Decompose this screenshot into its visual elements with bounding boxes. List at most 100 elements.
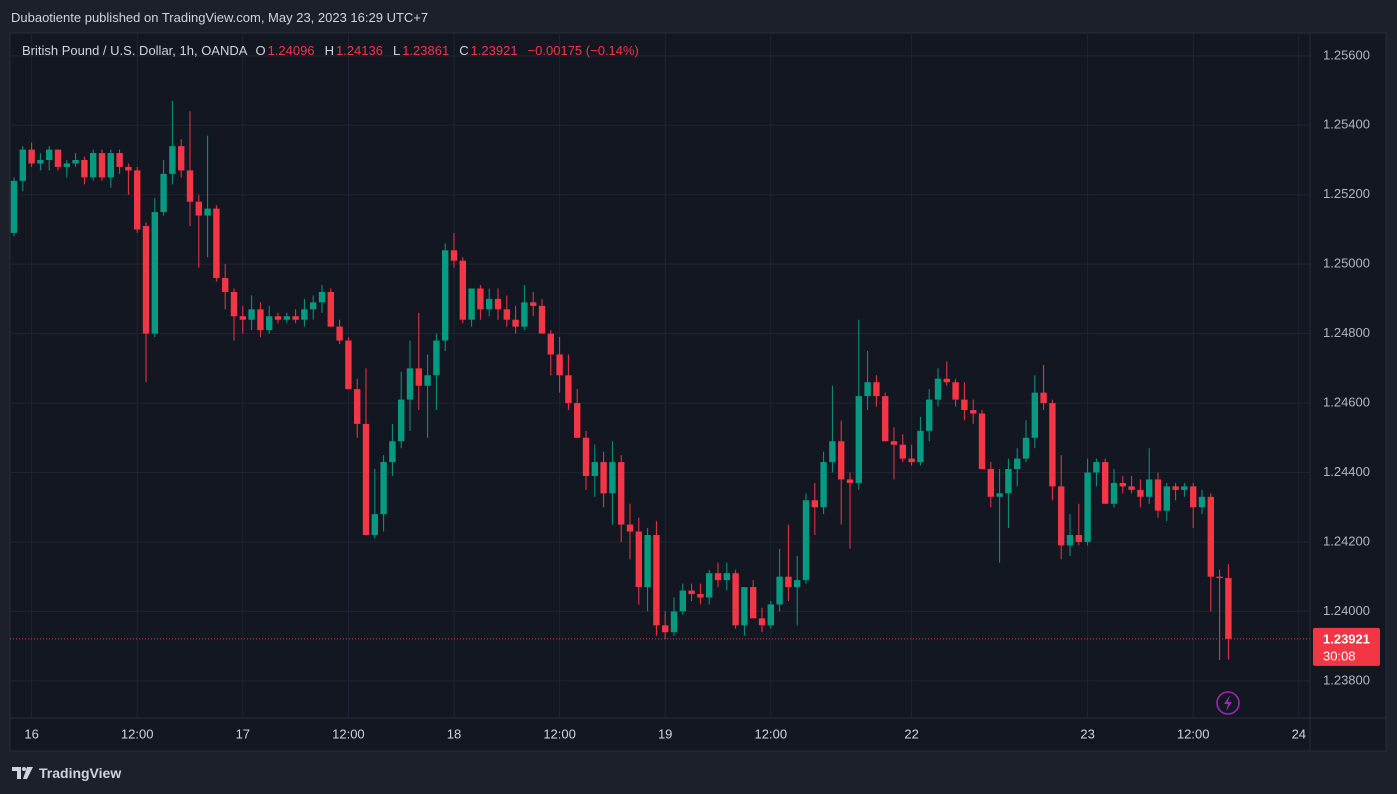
candle-body [195, 201, 202, 216]
candle-body [468, 288, 475, 320]
candle-body [714, 573, 722, 581]
candle-body [961, 399, 968, 411]
candle-body [662, 625, 669, 633]
candle-body [591, 462, 598, 476]
ohlc-value: 1.23921 [470, 43, 518, 58]
candle-body [213, 208, 220, 279]
y-tick-label: 1.24400 [1323, 464, 1370, 479]
candle-body [750, 587, 757, 619]
candle-body [1181, 486, 1188, 490]
candle-body [1066, 535, 1074, 546]
x-tick-label: 17 [236, 726, 250, 741]
candle-body [1058, 486, 1065, 546]
candle-body [609, 462, 616, 494]
candle-body [829, 441, 836, 463]
last-price-label: 1.23921 [1323, 631, 1370, 646]
candle-body [222, 278, 229, 292]
candle-body [723, 573, 730, 581]
candle-body [688, 590, 695, 595]
candle-body [371, 514, 378, 536]
candle-body [582, 437, 590, 476]
candle-body [512, 319, 519, 327]
candle-body [362, 423, 370, 536]
candle-body [926, 399, 933, 431]
ohlc-value: 1.24096 [267, 43, 315, 58]
candle-body [802, 500, 810, 581]
candle-body [380, 462, 387, 515]
candle-body [820, 462, 827, 508]
candle-body [116, 153, 123, 167]
candle-body [899, 444, 906, 459]
candle-body [741, 587, 748, 626]
candle-body [494, 298, 502, 310]
candle-body [934, 378, 942, 400]
candle-body [1225, 578, 1232, 639]
candle-body [1216, 576, 1223, 579]
candle-body [1031, 392, 1038, 438]
x-tick-label: 16 [24, 726, 38, 741]
candle-body [521, 302, 528, 327]
ohlc-value: 1.24136 [335, 43, 383, 58]
y-tick-label: 1.24800 [1323, 325, 1370, 340]
y-tick-label: 1.24600 [1323, 395, 1370, 410]
candle-body [134, 170, 141, 230]
y-tick-label: 1.24000 [1323, 603, 1370, 618]
candle-body [1093, 462, 1100, 473]
candle-body [635, 531, 642, 588]
candle-body [477, 288, 484, 310]
candle-body [1075, 535, 1082, 542]
y-tick-label: 1.24200 [1323, 533, 1370, 548]
ohlc-letter: O [255, 43, 266, 58]
candle-body [28, 149, 35, 164]
candle-body [758, 618, 766, 626]
candle-body [204, 208, 211, 216]
x-tick-label: 12:00 [543, 726, 576, 741]
candle-body [970, 410, 977, 414]
candle-body [547, 333, 554, 355]
candle-body [838, 441, 845, 480]
candle-body [1163, 486, 1170, 511]
candle-body [670, 611, 678, 633]
alert-icon [1216, 691, 1240, 715]
candle-body [178, 146, 185, 171]
candle-body [433, 340, 440, 376]
candle-body [10, 180, 18, 233]
y-tick-label: 1.25400 [1323, 117, 1370, 132]
candle-body [54, 149, 62, 167]
candle-body [565, 375, 572, 404]
candle-body [1005, 469, 1012, 494]
symbol: British Pound / U.S. Dollar, 1h, OANDA [22, 43, 248, 58]
candle-body [1198, 496, 1206, 508]
candle-body [776, 576, 783, 605]
candle-body [1022, 437, 1030, 459]
candle-body [186, 170, 194, 202]
axes: 1.23800 1.24000 1.24200 1.24400 1.24600 1.248… [24, 47, 1380, 741]
candle-body [1190, 486, 1197, 508]
candle-body [1146, 479, 1153, 497]
candle-body [90, 153, 97, 178]
candle-body [1014, 458, 1021, 470]
candle-body [908, 458, 915, 463]
candle-body [125, 166, 132, 171]
candle-body [354, 389, 361, 424]
candle-body [996, 493, 1003, 497]
x-tick-label: 12:00 [1177, 726, 1210, 741]
published-line: Dubaotiente published on TradingView.com… [11, 10, 429, 25]
candle-body [63, 163, 70, 167]
candle-body [1172, 486, 1179, 490]
candle-body [398, 399, 405, 442]
candle-body [450, 250, 458, 261]
candle-body [1102, 462, 1109, 504]
candle-body [978, 413, 986, 470]
candle-body [890, 441, 898, 445]
candle-body [1119, 482, 1126, 487]
candle-body [107, 153, 114, 178]
candle-body [46, 149, 53, 161]
candle-body [600, 462, 607, 494]
x-tick-label: 22 [904, 726, 918, 741]
candle-body [310, 302, 317, 310]
candle-body [679, 590, 686, 612]
candle-body [882, 396, 889, 442]
candle-body [257, 309, 264, 331]
